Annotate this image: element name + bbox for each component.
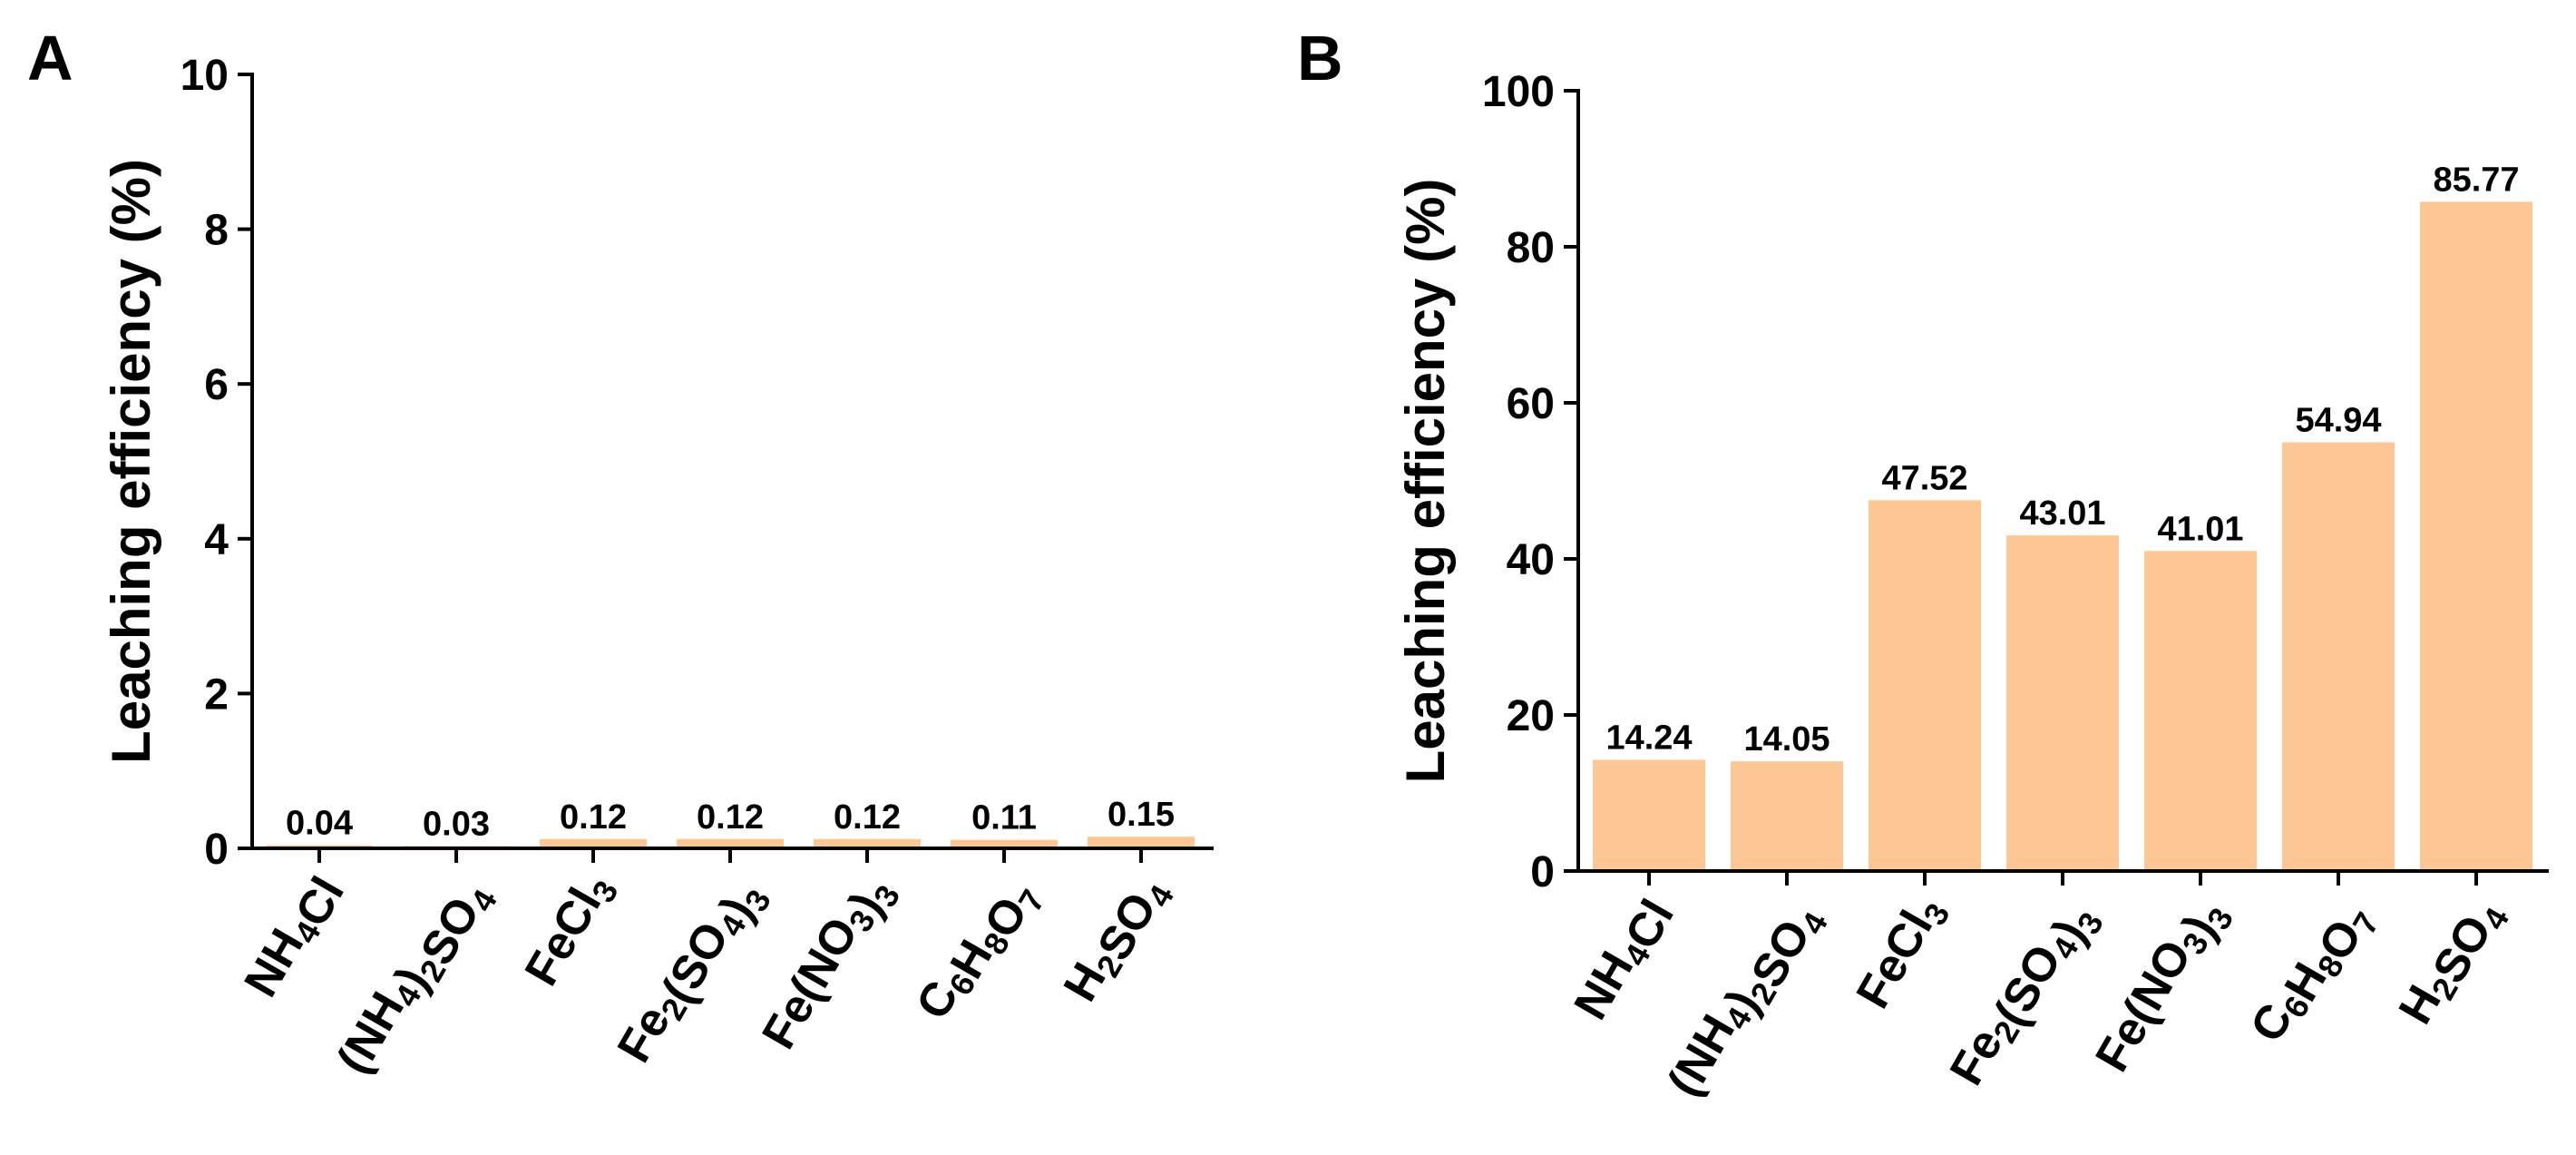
- x-tick-label: Fe(NO3)3: [752, 864, 907, 1065]
- data-label: 54.94: [2295, 402, 2381, 440]
- panel-b-chart: B 14.24 14.05 47.52 43.01 41.01 54.94 85.77 0 20 4…: [1297, 23, 2549, 1117]
- x-tick-label: (NH4)2SO4: [1658, 886, 1835, 1117]
- data-label: 43.01: [2019, 494, 2105, 533]
- panel-letter: A: [27, 23, 73, 93]
- x-tick-label: FeCl3: [1847, 886, 1957, 1020]
- bar: [2282, 442, 2395, 871]
- data-label: 14.24: [1605, 719, 1692, 758]
- data-label: 0.15: [1107, 796, 1175, 834]
- y-axis-label: Leaching efficiency (%): [101, 159, 161, 764]
- data-label: 0.03: [423, 805, 490, 843]
- y-axis-label: Leaching efficiency (%): [1395, 179, 1456, 784]
- bar: [540, 838, 647, 848]
- bar: [814, 838, 921, 848]
- data-label: 0.12: [560, 798, 627, 837]
- x-tick-label: Fe2(SO4)3: [608, 864, 778, 1083]
- y-tick-label: 6: [204, 361, 229, 409]
- bar: [677, 838, 784, 848]
- y-tick-label: 40: [1507, 536, 1555, 584]
- bar: [2006, 535, 2119, 871]
- x-tick-label: Fe2(SO4)3: [1940, 886, 2111, 1106]
- y-tick-label: 100: [1482, 68, 1555, 116]
- data-label: 0.11: [971, 799, 1037, 837]
- data-label: 85.77: [2433, 161, 2519, 199]
- bar: [1088, 837, 1195, 848]
- x-tick-label: C6H8O7: [2240, 886, 2386, 1062]
- panel-letter: B: [1297, 23, 1343, 93]
- x-tick-label: H2SO4: [1054, 864, 1181, 1017]
- x-tick-label: NH4Cl: [235, 864, 355, 1010]
- bar: [1731, 761, 1843, 871]
- x-tick-label: H2SO4: [2389, 886, 2516, 1040]
- y-tick-label: 80: [1507, 224, 1555, 272]
- bar: [1869, 500, 1981, 871]
- bar: [2144, 551, 2257, 871]
- data-label: 0.12: [697, 798, 764, 837]
- y-tick-label: 0: [1530, 848, 1555, 896]
- x-tick-label: NH4Cl: [1565, 886, 1684, 1033]
- bar: [951, 839, 1058, 848]
- x-tick-label: (NH4)2SO4: [327, 864, 504, 1094]
- x-tick-label: C6H8O7: [906, 864, 1052, 1040]
- bar: [1593, 759, 1705, 871]
- y-tick-label: 10: [181, 52, 229, 100]
- y-tick-label: 4: [204, 516, 229, 564]
- x-tick-label: Fe(NO3)3: [2085, 886, 2240, 1088]
- y-tick-label: 8: [204, 207, 229, 255]
- data-label: 14.05: [1743, 720, 1830, 759]
- data-label: 47.52: [1881, 459, 1967, 497]
- y-tick-label: 0: [204, 826, 229, 874]
- y-tick-label: 2: [204, 670, 229, 719]
- x-tick-label: FeCl3: [515, 864, 626, 997]
- y-tick-label: 20: [1507, 692, 1555, 740]
- panel-a-chart: A 0.04 0.03 0.12 0.12 0.12 0.11 0.15 0 2 4 6 8 10 Leac…: [27, 23, 1214, 1094]
- y-tick-label: 60: [1507, 380, 1555, 428]
- data-label: 41.01: [2157, 510, 2243, 548]
- data-label: 0.04: [286, 805, 353, 843]
- data-label: 0.12: [834, 798, 901, 837]
- bar: [2420, 201, 2532, 872]
